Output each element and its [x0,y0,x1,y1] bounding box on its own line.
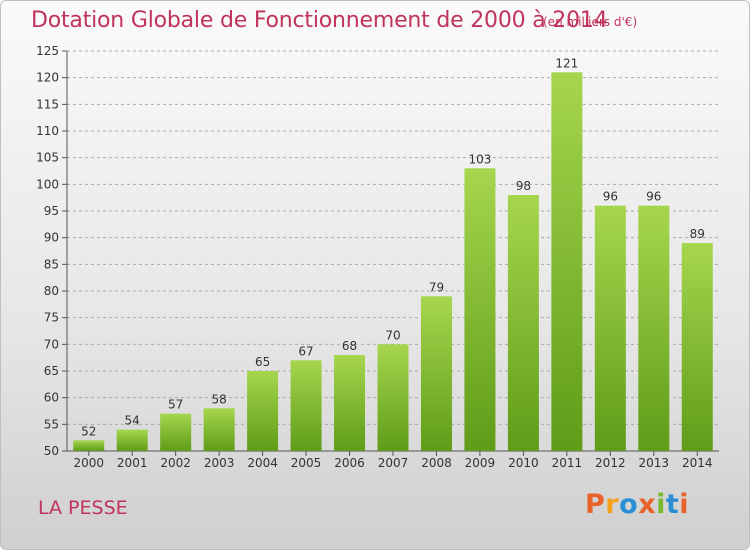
bar [420,296,452,451]
x-tick-label: 2012 [595,456,626,470]
data-label: 58 [211,392,226,406]
data-label: 52 [81,424,96,438]
bar [290,360,322,451]
bar [681,243,713,451]
bar [377,344,409,451]
logo-letter: i [679,489,690,520]
chart-title: Dotation Globale de Fonctionnement de 20… [31,8,608,33]
y-tick-label: 95 [44,204,59,218]
bar [594,205,626,451]
x-tick-label: 2006 [334,456,365,470]
y-tick-label: 75 [44,311,59,325]
y-tick-label: 125 [36,44,59,58]
x-tick-label: 2004 [247,456,278,470]
y-tick-label: 120 [36,71,59,85]
bar [247,371,279,451]
y-tick-label: 55 [44,417,59,431]
data-label: 96 [603,190,618,204]
x-tick-label: 2005 [291,456,322,470]
y-tick-label: 70 [44,337,59,351]
bar-layer [73,72,713,452]
data-label: 70 [385,328,400,342]
bar [116,429,148,451]
x-tick-label: 2001 [117,456,148,470]
x-tick-label: 2011 [552,456,583,470]
bar [507,195,539,451]
logo-letter: x [638,489,657,520]
data-label: 89 [690,227,705,241]
data-label: 121 [555,56,578,70]
x-tick-label: 2000 [73,456,104,470]
y-tick-label: 50 [44,444,59,458]
x-tick-label: 2010 [508,456,539,470]
y-tick-label: 110 [36,124,59,138]
data-label: 96 [646,190,661,204]
y-tick-label: 115 [36,97,59,111]
y-tick-label: 105 [36,151,59,165]
y-tick-label: 60 [44,391,59,405]
bar [334,355,366,451]
x-tick-label: 2002 [160,456,191,470]
bar [203,408,235,451]
y-tick-label: 85 [44,257,59,271]
x-tick-label: 2009 [465,456,496,470]
chart-unit: (en milliers d'€) [543,15,638,29]
logo-letter: P [585,489,606,520]
logo-letter: r [605,489,620,520]
x-tick-label: 2007 [378,456,409,470]
logo-letter: o [619,489,639,520]
x-tick-label: 2008 [421,456,452,470]
data-label: 67 [298,344,313,358]
logo-letter: i [656,489,666,520]
y-tick-label: 65 [44,364,59,378]
bar [464,168,496,452]
data-label: 54 [125,414,140,428]
x-tick-label: 2013 [639,456,670,470]
data-label: 65 [255,355,270,369]
commune-name: LA PESSE [38,497,128,519]
y-tick-label: 80 [44,284,59,298]
data-label: 98 [516,179,531,193]
data-label: 103 [468,152,491,166]
bar [73,440,105,451]
data-label: 68 [342,339,357,353]
proxiti-logo[interactable]: Proxiti [585,489,689,520]
x-tick-label: 2003 [204,456,235,470]
label-layer: 52 54 57 58 65 67 68 70 79 103 98 121 96 96 89 [81,56,705,438]
y-tick-label: 100 [36,177,59,191]
bar [638,205,670,451]
x-tick-label: 2014 [682,456,713,470]
data-label: 79 [429,280,444,294]
logo-letter: t [665,489,680,520]
bar [160,413,192,451]
data-label: 57 [168,398,183,412]
y-tick-label: 90 [44,231,59,245]
bar [551,72,583,451]
